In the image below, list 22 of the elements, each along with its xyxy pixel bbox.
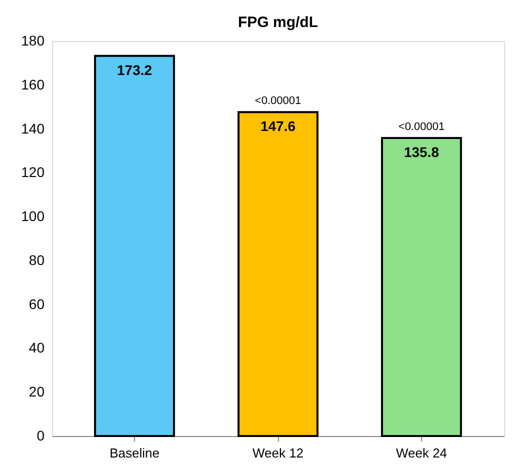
bar [94, 54, 175, 437]
y-tick-label: 0 [36, 428, 45, 444]
annotation: <0.00001 [398, 120, 445, 133]
y-tick-label: 40 [28, 340, 45, 356]
bar [381, 136, 462, 437]
y-tick-label: 140 [21, 120, 45, 136]
x-tick-label: Week 12 [252, 446, 304, 460]
annotation: <0.00001 [254, 95, 302, 108]
y-tick-label: 80 [28, 252, 45, 268]
data-label: 147.6 [260, 118, 296, 134]
y-tick-label: 120 [21, 164, 45, 180]
chart-title: FPG mg/dL [238, 14, 318, 31]
bar [238, 111, 318, 437]
x-tick-label: Week 24 [396, 446, 448, 460]
data-label: 135.8 [404, 144, 440, 160]
y-tick-label: 60 [28, 296, 45, 312]
y-tick-label: 20 [28, 384, 45, 400]
y-tick-label: 100 [21, 208, 45, 224]
y-tick-label: 160 [21, 76, 45, 92]
y-tick-label: 180 [21, 32, 45, 48]
data-label: 173.2 [116, 62, 152, 78]
x-tick-label: Baseline [110, 446, 160, 460]
